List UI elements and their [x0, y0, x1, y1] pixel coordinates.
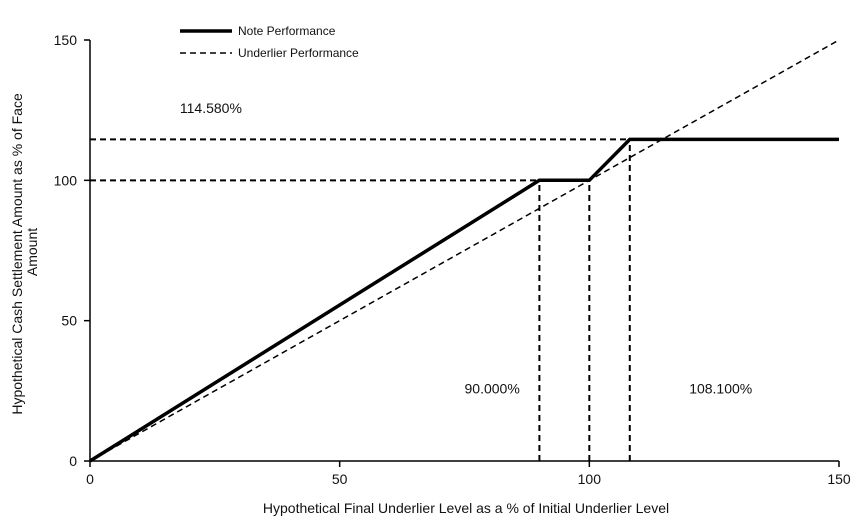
- y-tick-label-50: 50: [61, 313, 77, 329]
- annotation-label-0: 114.580%: [180, 100, 242, 116]
- x-axis-title: Hypothetical Final Underlier Level as a …: [263, 500, 669, 516]
- x-tick-label-0: 0: [86, 471, 94, 487]
- annotation-label-2: 108.100%: [689, 381, 752, 397]
- y-tick-label-150: 150: [54, 32, 78, 48]
- x-tick-label-100: 100: [578, 471, 602, 487]
- y-tick-label-0: 0: [69, 453, 77, 469]
- annotations: 114.580% 90.000% 108.100%: [180, 100, 752, 397]
- legend-label-underlier-performance: Underlier Performance: [238, 46, 359, 60]
- reference-lines: [90, 138, 631, 461]
- legend-label-note-performance: Note Performance: [238, 24, 336, 38]
- annotation-label-1: 90.000%: [465, 381, 520, 397]
- axes: 0 50 100 150 0 50 100 150: [54, 32, 851, 487]
- y-axis-title: Hypothetical Cash Settlement Amount as %…: [9, 89, 40, 414]
- x-tick-label-150: 150: [827, 471, 851, 487]
- series-line-underlier-performance: [89, 39, 840, 462]
- series-line-note-performance: [89, 137, 839, 463]
- legend: Note Performance Underlier Performance: [180, 24, 359, 60]
- y-axis-title-line-1: Hypothetical Cash Settlement Amount as %…: [9, 93, 25, 415]
- y-axis-title-line-2: Amount: [24, 228, 40, 276]
- x-tick-label-50: 50: [332, 471, 348, 487]
- y-tick-label-100: 100: [54, 172, 78, 188]
- series-lines: [89, 39, 840, 463]
